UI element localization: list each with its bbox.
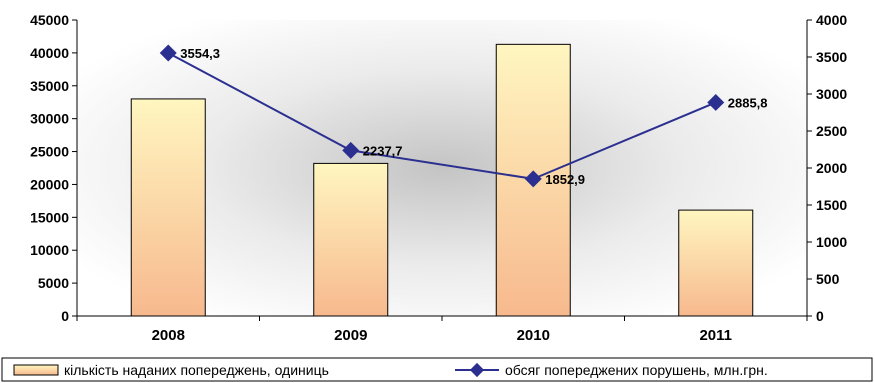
y-right-tick-label: 1500 — [816, 197, 847, 213]
legend-line-label: обсяг попереджених порушень, млн.грн. — [505, 362, 768, 378]
y-left-tick-label: 45000 — [30, 12, 69, 28]
bar-2011 — [678, 209, 754, 317]
y-right-tick-label: 3500 — [816, 49, 847, 65]
data-label-2010: 1852,9 — [545, 172, 585, 187]
y-left-tick-label: 20000 — [30, 176, 69, 192]
x-tick-label-2009: 2009 — [334, 327, 367, 344]
line-marker-2009 — [342, 141, 360, 159]
legend-bar-label: кількість наданих попереджень, одиниць — [64, 362, 329, 378]
y-left-tick-label: 30000 — [30, 111, 69, 127]
line-marker-2011 — [707, 93, 725, 111]
y-left-tick-label: 35000 — [30, 78, 69, 94]
y-left-tick-label: 40000 — [30, 45, 69, 61]
bars-layer — [130, 43, 754, 317]
y-left-tick-label: 10000 — [30, 242, 69, 258]
y-right-tick-label: 1000 — [816, 234, 847, 250]
bar-2009 — [313, 162, 389, 317]
line-series — [167, 52, 717, 180]
y-left-tick-label: 5000 — [38, 275, 69, 291]
legend-bar-swatch — [13, 364, 59, 376]
data-label-2008: 3554,3 — [180, 46, 220, 61]
y-right-tick-label: 2000 — [816, 160, 847, 176]
y-left-tick-label: 15000 — [30, 209, 69, 225]
axes-layer: 0500010000150002000025000300003500040000… — [30, 12, 847, 344]
x-tick-label-2008: 2008 — [152, 327, 185, 344]
line-layer: 3554,3 2237,7 1852,9 2885,8 — [159, 44, 768, 188]
legend-line-marker — [469, 362, 485, 378]
y-right-tick-label: 3000 — [816, 86, 847, 102]
legend-box — [1, 357, 873, 382]
y-right-tick-label: 500 — [816, 271, 840, 287]
x-tick-label-2010: 2010 — [517, 327, 550, 344]
y-right-tick-label: 2500 — [816, 123, 847, 139]
y-right-tick-label: 0 — [816, 308, 824, 324]
y-left-tick-label: 0 — [61, 308, 69, 324]
legend: кількість наданих попереджень, одиниць о… — [1, 357, 873, 382]
y-right-tick-label: 4000 — [816, 12, 847, 28]
data-label-2009: 2237,7 — [363, 143, 403, 158]
y-left-tick-label: 25000 — [30, 144, 69, 160]
x-tick-label-2011: 2011 — [699, 327, 732, 344]
data-label-2011: 2885,8 — [728, 95, 768, 110]
bar-2008 — [130, 98, 206, 317]
line-marker-2010 — [524, 170, 542, 188]
